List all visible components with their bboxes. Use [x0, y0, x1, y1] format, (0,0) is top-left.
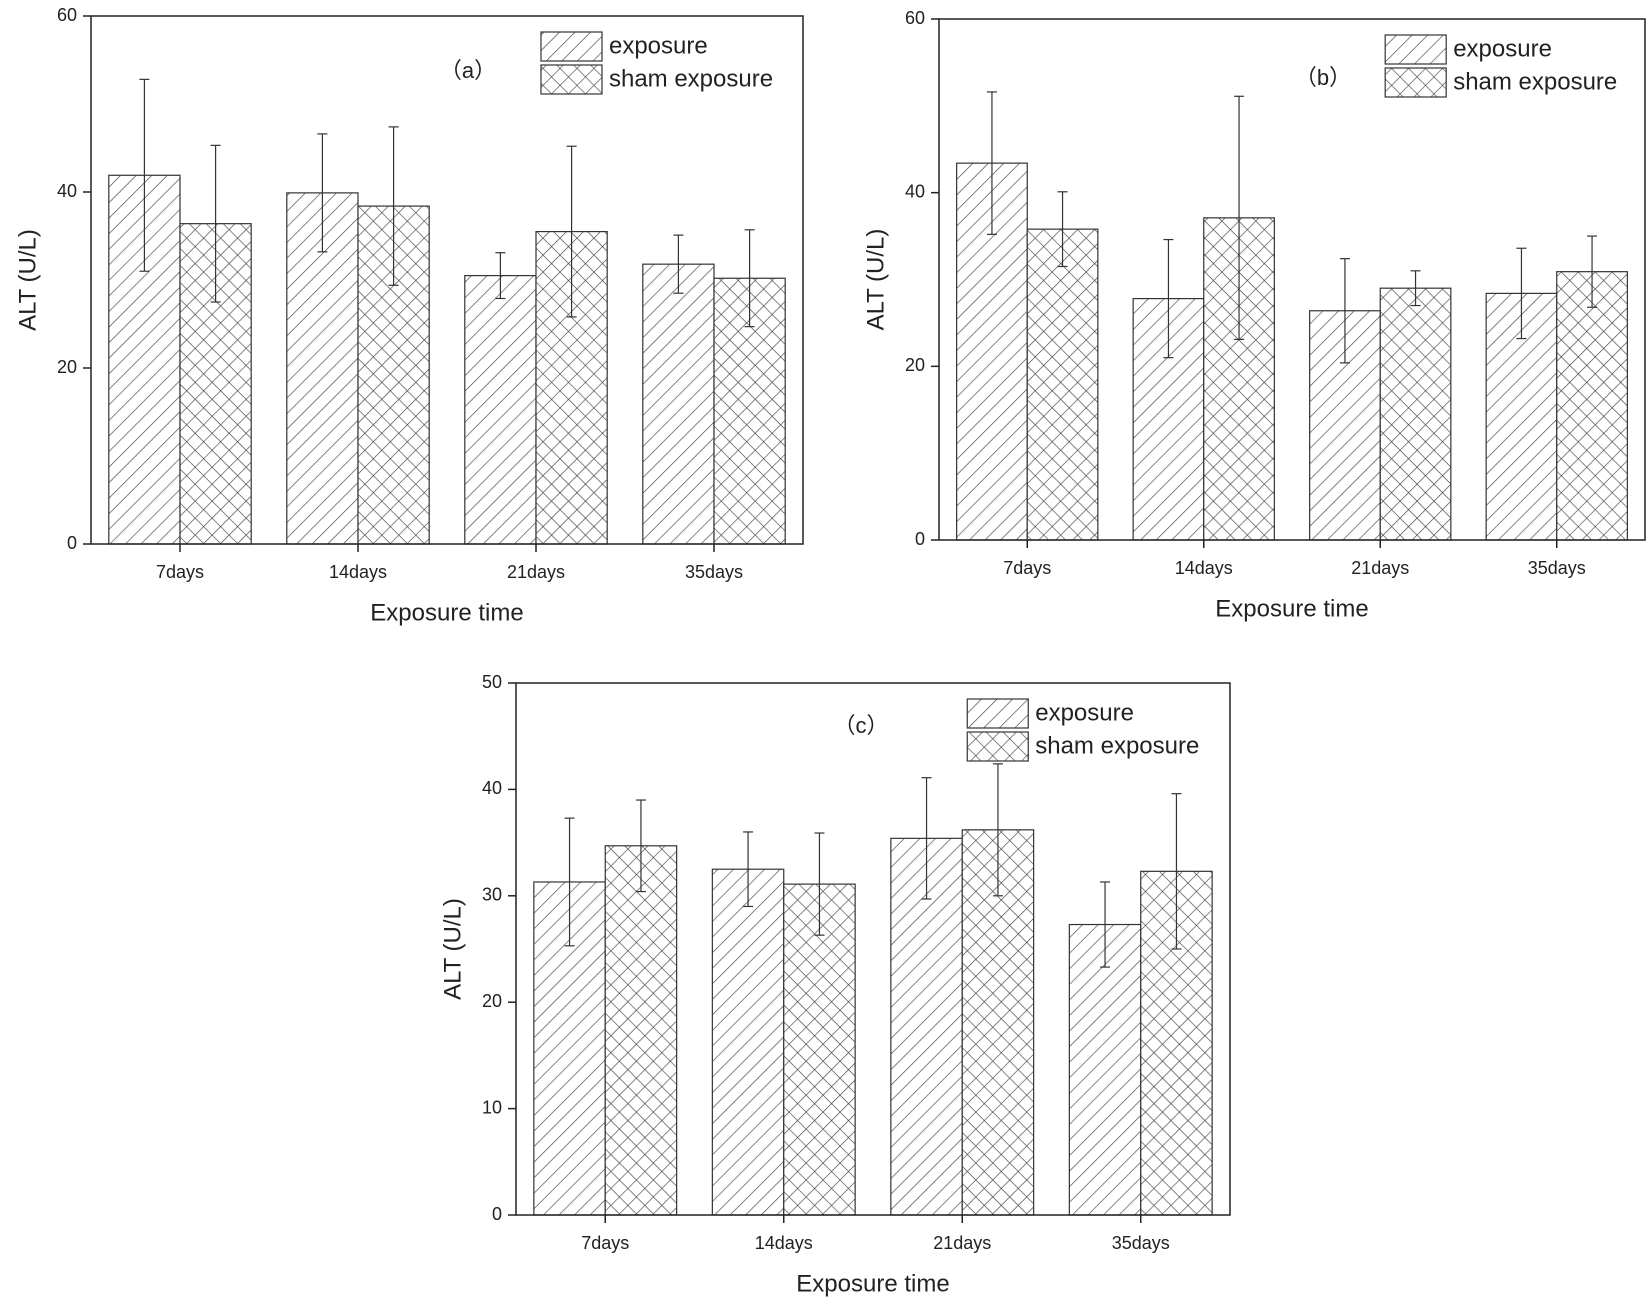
legend-label: exposure [1035, 699, 1134, 726]
y-tick-label: 0 [492, 1204, 502, 1224]
legend-swatch [966, 698, 1029, 729]
plot-frame [90, 15, 804, 545]
bar [890, 837, 963, 1216]
bar [1068, 923, 1142, 1216]
x-tick-label: 7days [156, 562, 204, 582]
y-axis-label: ALT (U/L) [439, 898, 466, 1000]
error-bar [566, 145, 577, 318]
legend-label: sham exposure [1035, 732, 1199, 759]
y-tick-label: 40 [482, 778, 502, 798]
error-bar [1100, 881, 1111, 968]
error-bar [1234, 95, 1245, 341]
chart: 0 20 40 60 7days 14days 21days 35days Exposure t… [862, 8, 1646, 622]
legend-swatch [540, 31, 603, 62]
y-tick-label: 0 [67, 533, 77, 553]
legend-swatch [540, 64, 603, 95]
y-tick-label: 40 [57, 181, 77, 201]
plot-frame [938, 18, 1646, 541]
error-bar [1516, 247, 1527, 340]
legend-label: sham exposure [609, 65, 773, 92]
plot-frame [515, 682, 1231, 1216]
bar [642, 263, 715, 545]
error-bar [317, 133, 328, 253]
chart: 0 20 40 60 7days 14days 21days 35days Exposure t… [14, 5, 804, 626]
x-tick-label: 21days [507, 562, 565, 582]
y-tick-label: 20 [57, 357, 77, 377]
error-bar [986, 91, 997, 235]
annotation: （a） [440, 58, 496, 83]
y-tick-label: 30 [482, 885, 502, 905]
x-axis-label: Exposure time [370, 599, 523, 626]
x-tick-label: 35days [1112, 1233, 1170, 1253]
x-tick-label: 35days [685, 562, 743, 582]
y-tick-label: 60 [905, 8, 925, 28]
error-bar [635, 799, 646, 893]
y-tick-label: 20 [482, 991, 502, 1011]
legend-label: exposure [609, 32, 708, 59]
chart: 0 10 20 30 40 50 7days 14days 21days 35days Exposu… [439, 672, 1231, 1297]
x-tick-label: 14days [329, 562, 387, 582]
error-bar [1057, 191, 1068, 268]
bar [464, 275, 537, 545]
error-bar [388, 126, 399, 286]
annotation: （b） [1295, 65, 1351, 90]
x-tick-label: 21days [933, 1233, 991, 1253]
y-tick-label: 0 [915, 529, 925, 549]
bar [1026, 228, 1099, 541]
error-bar [814, 832, 825, 936]
annotation: （c） [833, 713, 888, 738]
legend-swatch [966, 731, 1029, 762]
legend-label: sham exposure [1453, 68, 1617, 95]
error-bar [1163, 238, 1174, 359]
y-tick-label: 50 [482, 672, 502, 692]
y-tick-label: 20 [905, 355, 925, 375]
bar [711, 868, 785, 1216]
x-tick-label: 14days [755, 1233, 813, 1253]
error-bar [1410, 270, 1421, 307]
error-bar [743, 831, 754, 908]
y-tick-label: 40 [905, 181, 925, 201]
x-axis-label: Exposure time [1215, 595, 1368, 622]
bar [604, 845, 678, 1216]
error-bar [673, 234, 684, 294]
error-bar [139, 78, 150, 272]
x-tick-label: 7days [581, 1233, 629, 1253]
y-axis-label: ALT (U/L) [14, 229, 41, 331]
x-tick-label: 35days [1528, 558, 1586, 578]
x-tick-label: 14days [1175, 558, 1233, 578]
error-bar [921, 777, 932, 900]
legend-swatch [1384, 67, 1447, 98]
bar [1379, 287, 1452, 541]
error-bar [744, 229, 755, 328]
y-tick-label: 10 [482, 1097, 502, 1117]
error-bar [1587, 235, 1598, 308]
error-bar [564, 817, 575, 947]
y-axis-label: ALT (U/L) [862, 229, 889, 331]
x-tick-label: 21days [1351, 558, 1409, 578]
legend-swatch [1384, 34, 1447, 65]
error-bar [1339, 258, 1350, 364]
error-bar [210, 144, 221, 303]
bar [1556, 271, 1628, 541]
error-bar [495, 252, 506, 300]
y-tick-label: 60 [57, 5, 77, 25]
x-axis-label: Exposure time [796, 1270, 949, 1297]
error-bar [1171, 793, 1182, 950]
error-bar [992, 763, 1003, 897]
x-tick-label: 7days [1003, 558, 1051, 578]
legend-label: exposure [1453, 35, 1552, 62]
